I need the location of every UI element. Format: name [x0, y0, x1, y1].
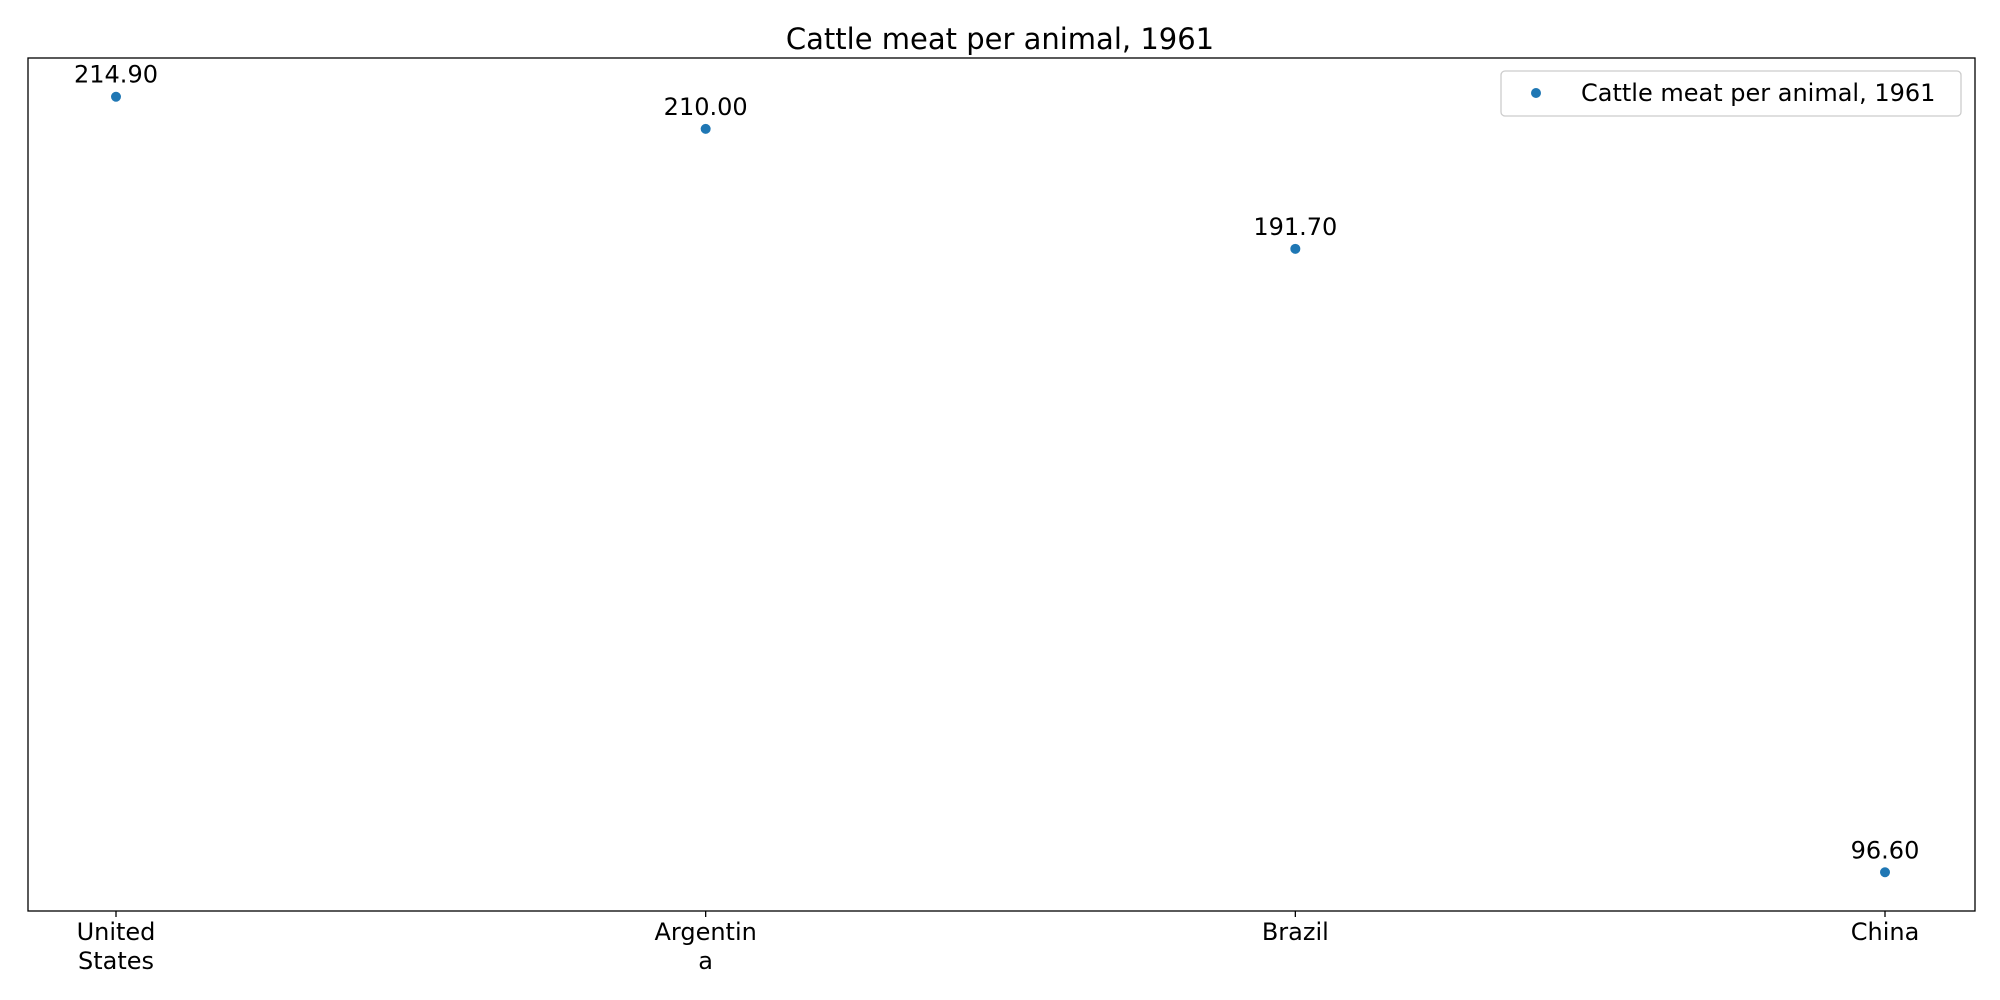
data-point	[1880, 867, 1890, 878]
x-tick-label-line: Argentin	[654, 918, 756, 946]
x-tick-label: Argentin a	[654, 918, 756, 975]
x-tick-label: Brazil	[1262, 918, 1329, 946]
x-tick-label-line: Brazil	[1262, 918, 1329, 946]
data-label: 191.70	[1253, 213, 1337, 241]
data-point	[700, 123, 711, 134]
plot-frame	[27, 57, 1976, 912]
data-point	[111, 91, 121, 102]
x-axis-ticks: United States Argentin a Brazil China	[77, 911, 1920, 975]
data-labels: 214.90 210.00 191.70 96.60	[74, 61, 1919, 865]
legend-marker	[1531, 88, 1541, 98]
x-tick-label: China	[1851, 918, 1920, 946]
chart-title: Cattle meat per animal, 1961	[786, 22, 1214, 56]
data-point	[1290, 243, 1301, 254]
data-label: 210.00	[664, 93, 748, 121]
x-tick-label: United States	[77, 918, 156, 975]
legend-box	[1500, 70, 1962, 117]
data-label: 96.60	[1851, 836, 1920, 864]
legend-label: Cattle meat per animal, 1961	[1581, 79, 1935, 107]
x-tick-label-line: China	[1851, 918, 1920, 946]
x-tick-label-line: a	[698, 947, 713, 975]
data-points	[111, 91, 1890, 878]
data-label: 214.90	[74, 61, 158, 89]
legend: Cattle meat per animal, 1961	[1500, 70, 1962, 117]
x-tick-label-line: States	[78, 947, 154, 975]
x-tick-label-line: United	[77, 918, 156, 946]
